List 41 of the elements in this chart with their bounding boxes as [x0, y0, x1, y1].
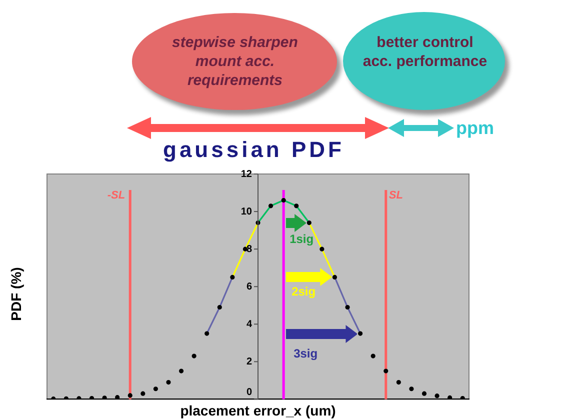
y-tick-label: 12	[240, 168, 252, 180]
point	[370, 354, 376, 358]
y-axis-title: PDF (%)	[8, 266, 24, 323]
point	[384, 368, 388, 374]
point	[294, 204, 299, 208]
y-tick-label: 10	[240, 206, 252, 218]
text: ppm	[456, 118, 494, 139]
point	[268, 204, 274, 208]
point	[192, 354, 196, 358]
point	[166, 380, 171, 385]
point	[140, 391, 146, 396]
point	[434, 394, 440, 398]
point	[396, 380, 401, 385]
point	[358, 331, 363, 336]
point	[320, 246, 324, 252]
point	[281, 198, 286, 203]
text: better control acc. performance	[362, 33, 488, 71]
x-axis-title: placement error_x (um)	[180, 402, 336, 418]
point	[409, 386, 414, 392]
y-tick-label: 4	[246, 318, 252, 330]
annotation: 1sig	[290, 232, 314, 246]
annotation: -SL	[107, 190, 126, 202]
point	[230, 274, 235, 280]
point	[217, 304, 222, 310]
point	[345, 304, 350, 310]
text: gaussian PDF	[163, 137, 344, 163]
y-tick-label: 2	[246, 356, 252, 368]
annotation: SL	[388, 190, 404, 202]
annotation: 3sig	[294, 346, 318, 360]
point	[332, 274, 338, 280]
point	[306, 220, 312, 226]
y-tick-label: 6	[246, 281, 252, 292]
point	[128, 393, 132, 398]
annotation: 2sig	[292, 284, 316, 299]
text: stepwise sharpen mount acc. requirements	[171, 33, 299, 90]
y-tick-label: 8	[246, 244, 252, 255]
point	[204, 331, 210, 336]
point	[153, 386, 158, 392]
point	[178, 368, 184, 374]
y-tick-label: 0	[246, 386, 252, 398]
point	[422, 391, 427, 396]
